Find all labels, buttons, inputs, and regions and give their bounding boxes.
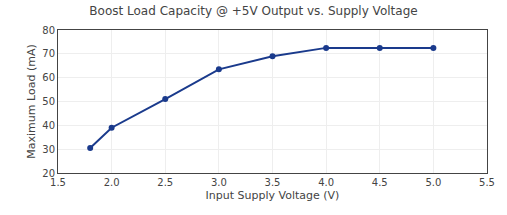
svg-text:Input Supply Voltage (V): Input Supply Voltage (V) — [206, 189, 340, 202]
svg-text:5.0: 5.0 — [425, 177, 441, 188]
svg-text:Maximum Load (mA): Maximum Load (mA) — [25, 44, 38, 158]
svg-text:50: 50 — [42, 96, 55, 107]
svg-text:1.5: 1.5 — [50, 177, 66, 188]
svg-text:40: 40 — [42, 120, 55, 131]
svg-text:2.5: 2.5 — [157, 177, 173, 188]
svg-text:2.0: 2.0 — [104, 177, 120, 188]
svg-text:80: 80 — [42, 25, 55, 36]
svg-text:3.5: 3.5 — [265, 177, 281, 188]
svg-text:5.5: 5.5 — [479, 177, 495, 188]
svg-text:4.0: 4.0 — [318, 177, 334, 188]
svg-text:30: 30 — [42, 144, 55, 155]
svg-text:3.0: 3.0 — [211, 177, 227, 188]
svg-text:20: 20 — [42, 168, 55, 179]
svg-text:60: 60 — [42, 72, 55, 83]
svg-text:Boost Load Capacity @ +5V Outp: Boost Load Capacity @ +5V Output vs. Sup… — [89, 4, 417, 18]
svg-text:70: 70 — [42, 48, 55, 59]
svg-text:4.5: 4.5 — [372, 177, 388, 188]
